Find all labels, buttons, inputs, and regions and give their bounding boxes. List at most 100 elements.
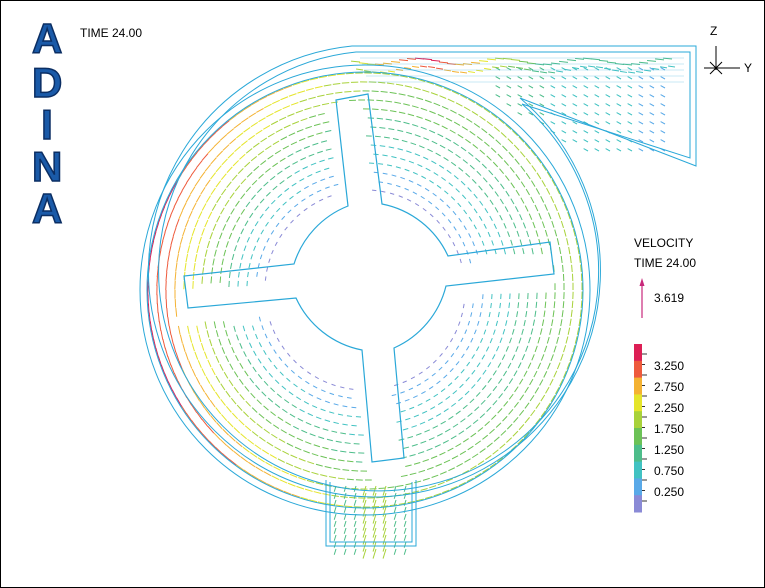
velocity-arrow [528,94,534,98]
velocity-arrow [398,195,403,198]
velocity-arrow [335,504,344,507]
velocity-arrow [545,386,550,394]
velocity-arrow [447,149,454,154]
velocity-arrow [273,349,277,354]
velocity-arrow [307,461,315,465]
velocity-arrow [344,442,351,444]
velocity-arrow [453,175,459,180]
velocity-arrow [528,67,534,71]
velocity-arrow [295,149,302,153]
colorbar-segment [634,344,642,362]
velocity-arrow [185,254,189,263]
velocity-arrow [521,354,526,361]
velocity-arrow [531,165,537,172]
velocity-arrow [308,153,315,157]
velocity-arrow [249,417,256,424]
velocity-arrow [660,76,666,80]
colorbar-segment [634,428,642,446]
velocity-arrow [263,125,271,130]
velocity-arrow [343,506,347,513]
velocity-arrow [628,71,636,74]
velocity-arrow [290,369,295,374]
velocity-arrow [372,541,377,552]
velocity-arrow [253,245,257,251]
velocity-arrow [627,76,633,80]
velocity-arrow [279,157,286,162]
velocity-arrow [563,345,567,353]
velocity-arrow [266,441,274,447]
velocity-arrow [299,99,308,103]
velocity-arrow [351,424,357,427]
velocity-arrow [269,321,272,326]
velocity-arrow [555,187,561,195]
velocity-arrow [605,121,611,125]
velocity-arrow [444,345,449,350]
velocity-arrow [565,336,569,344]
velocity-arrow [649,121,655,125]
velocity-arrow [549,378,554,386]
velocity-arrow [200,187,206,195]
velocity-arrow [301,198,306,202]
velocity-arrow [505,346,509,352]
velocity-arrow [239,153,246,160]
velocity-arrow [507,362,512,369]
velocity-arrow [503,160,509,166]
velocity-arrow [649,94,655,98]
velocity-arrow [349,496,357,499]
velocity-arrow [315,482,324,486]
velocity-arrow [409,454,416,457]
velocity-arrow [331,430,338,433]
velocity-arrow [278,116,287,121]
velocity-arrow [390,61,401,63]
velocity-arrow [577,246,580,255]
velocity-arrow [409,76,417,80]
velocity-arrow [196,411,203,420]
velocity-arrow [287,209,292,214]
velocity-arrow [244,161,251,168]
velocity-arrow [492,161,499,168]
velocity-arrow [208,440,217,449]
legend-time: TIME 24.00 [634,256,697,270]
velocity-arrow [423,156,429,160]
velocity-arrow [537,337,541,344]
outlet-duct [325,480,417,547]
velocity-arrow [385,118,392,121]
velocity-arrow [160,240,164,251]
velocity-arrow [462,469,470,475]
velocity-arrow [322,121,330,124]
velocity-arrow [188,360,193,369]
velocity-arrow [424,99,432,103]
velocity-arrow [660,121,666,125]
velocity-arrow [479,200,484,206]
velocity-arrow [502,145,508,152]
velocity-arrow [605,94,611,98]
velocity-arrow [209,338,213,347]
velocity-arrow [171,181,178,191]
velocity-arrow [407,94,415,98]
velocity-arrow [561,112,567,116]
velocity-arrow [364,70,372,73]
velocity-arrow [561,76,567,80]
velocity-arrow [211,203,217,211]
velocity-arrow [494,176,500,183]
velocity-arrow [528,213,533,220]
velocity-arrow [322,380,328,384]
logo-letter-d: D [31,59,63,106]
velocity-arrow [242,446,250,453]
velocity-arrow [481,163,487,169]
velocity-arrow [311,453,319,457]
velocity-arrow [649,103,655,107]
velocity-arrow [472,303,474,309]
velocity-arrow [499,337,503,344]
velocity-arrow [588,65,596,68]
velocity-arrow [499,302,501,309]
velocity-arrow [616,112,622,116]
velocity-arrow [660,103,666,107]
velocity-arrow [403,534,407,541]
velocity-arrow [266,483,276,488]
velocity-arrow [218,338,222,346]
velocity-arrow [441,176,446,181]
velocity-arrow [315,416,322,420]
velocity-arrow [267,91,276,97]
velocity-arrow [474,406,480,412]
